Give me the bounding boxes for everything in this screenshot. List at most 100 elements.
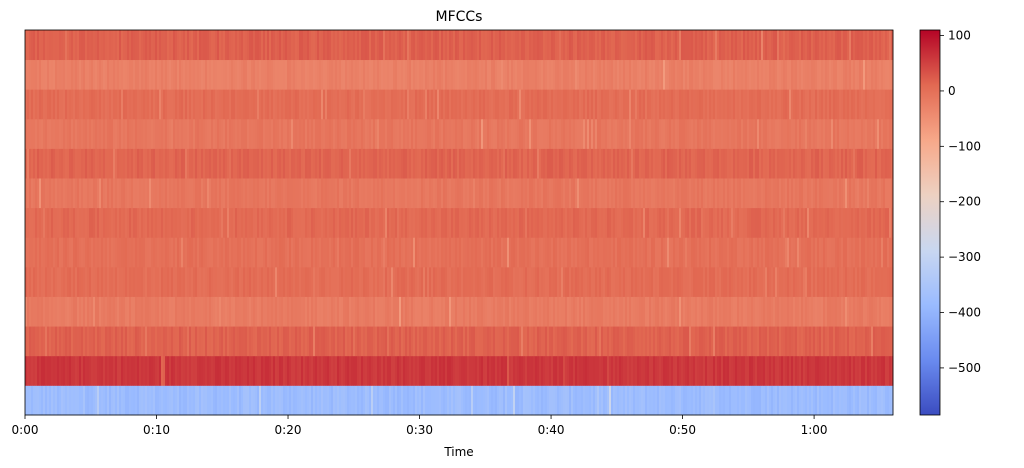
heatmap-cell <box>595 355 598 386</box>
heatmap-cell <box>739 89 742 120</box>
heatmap-cell <box>661 118 664 149</box>
heatmap-cell <box>305 118 308 149</box>
heatmap-cell <box>333 266 336 297</box>
heatmap-cell <box>227 118 230 149</box>
heatmap-cell <box>857 237 860 268</box>
heatmap-cell <box>633 326 636 357</box>
heatmap-cell <box>447 148 450 179</box>
heatmap-cell <box>599 148 602 179</box>
heatmap-cell <box>55 355 58 386</box>
heatmap-cell <box>79 207 82 238</box>
heatmap-cell <box>263 148 266 179</box>
heatmap-cell <box>763 89 766 120</box>
heatmap-cell <box>293 266 296 297</box>
heatmap-cell <box>729 237 732 268</box>
heatmap-cell <box>239 118 242 149</box>
heatmap-cell <box>463 326 466 357</box>
heatmap-cell <box>585 326 588 357</box>
heatmap-cell <box>669 207 672 238</box>
heatmap-cell <box>753 355 756 386</box>
heatmap-cell <box>689 355 692 386</box>
heatmap-cell <box>303 355 306 386</box>
heatmap-cell <box>485 385 488 416</box>
heatmap-cell <box>483 148 486 179</box>
heatmap-cell <box>271 59 274 90</box>
heatmap-cell <box>685 118 688 149</box>
heatmap-cell <box>41 266 44 297</box>
heatmap-cell <box>169 296 172 327</box>
heatmap-cell <box>827 89 830 120</box>
heatmap-cell <box>65 207 68 238</box>
heatmap-cell <box>637 355 640 386</box>
heatmap-cell <box>417 326 420 357</box>
heatmap-cell <box>803 326 806 357</box>
heatmap-cell <box>483 385 486 416</box>
heatmap-cell <box>77 178 80 209</box>
heatmap-cell <box>601 118 604 149</box>
heatmap-cell <box>619 118 622 149</box>
heatmap-cell <box>233 355 236 386</box>
heatmap-cell <box>313 89 316 120</box>
heatmap-cell <box>83 59 86 90</box>
heatmap-cell <box>501 355 504 386</box>
heatmap-cell <box>859 118 862 149</box>
heatmap-cell <box>847 148 850 179</box>
heatmap-cell <box>197 385 200 416</box>
heatmap-cell <box>213 178 216 209</box>
heatmap-cell <box>773 355 776 386</box>
heatmap-cell <box>613 148 616 179</box>
heatmap-cell <box>413 385 416 416</box>
heatmap-cell <box>633 385 636 416</box>
heatmap-cell <box>77 207 80 238</box>
heatmap-cell <box>837 178 840 209</box>
heatmap-cell <box>569 178 572 209</box>
heatmap-cell <box>371 266 374 297</box>
heatmap-cell <box>453 326 456 357</box>
heatmap-cell <box>649 296 652 327</box>
heatmap-cell <box>227 89 230 120</box>
heatmap-cell <box>389 89 392 120</box>
heatmap-cell <box>347 266 350 297</box>
heatmap-cell <box>201 237 204 268</box>
heatmap-cell <box>155 118 158 149</box>
heatmap-cell <box>835 237 838 268</box>
heatmap-cell <box>415 385 418 416</box>
heatmap-cell <box>137 207 140 238</box>
heatmap-cell <box>195 385 198 416</box>
heatmap-cell <box>509 355 512 386</box>
heatmap-cell <box>593 355 596 386</box>
heatmap-cell <box>851 178 854 209</box>
heatmap-cell <box>59 385 62 416</box>
heatmap-cell <box>457 355 460 386</box>
heatmap-cell <box>507 326 510 357</box>
heatmap-cell <box>541 207 544 238</box>
heatmap-cell <box>621 118 624 149</box>
heatmap-cell <box>151 148 154 179</box>
heatmap-cell <box>335 178 338 209</box>
heatmap-cell <box>289 355 292 386</box>
heatmap-cell <box>701 296 704 327</box>
heatmap-cell <box>819 296 822 327</box>
heatmap-cell <box>737 237 740 268</box>
heatmap-cell <box>689 89 692 120</box>
heatmap-cell <box>59 237 62 268</box>
heatmap-cell <box>119 207 122 238</box>
heatmap-cell <box>763 355 766 386</box>
heatmap-cell <box>587 266 590 297</box>
heatmap-cell <box>777 148 780 179</box>
heatmap-cell <box>675 296 678 327</box>
heatmap-cell <box>717 89 720 120</box>
heatmap-cell <box>211 296 214 327</box>
heatmap-cell <box>383 207 386 238</box>
heatmap-cell <box>153 296 156 327</box>
heatmap-cell <box>787 355 790 386</box>
heatmap-cell <box>519 326 522 357</box>
heatmap-cell <box>823 355 826 386</box>
heatmap-cell <box>63 178 66 209</box>
heatmap-cell <box>237 207 240 238</box>
heatmap-cell <box>841 118 844 149</box>
heatmap-cell <box>321 296 324 327</box>
heatmap-cell <box>265 326 268 357</box>
heatmap-cell <box>695 355 698 386</box>
heatmap-cell <box>873 355 876 386</box>
